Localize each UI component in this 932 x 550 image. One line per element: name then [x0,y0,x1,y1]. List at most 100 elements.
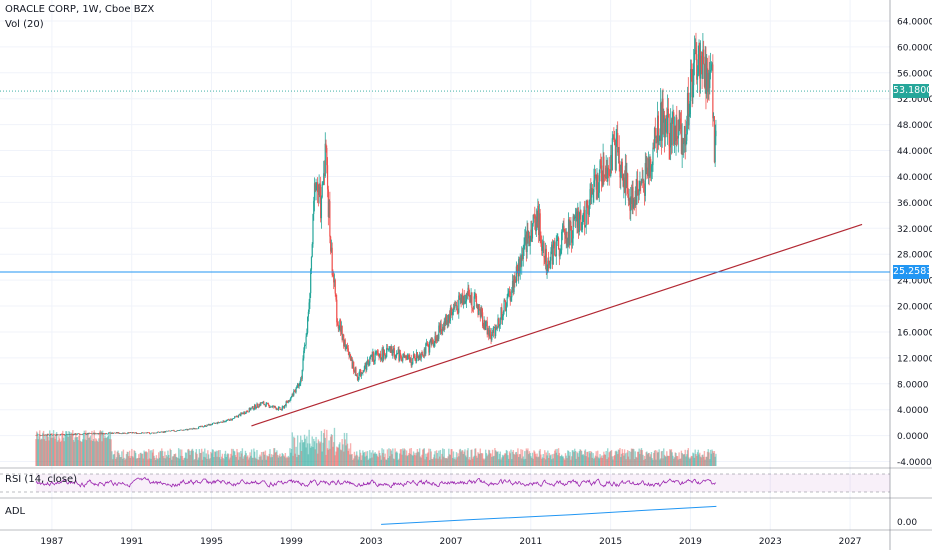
candle-body [527,230,529,239]
volume-bar [182,459,184,466]
candle-body [646,167,648,172]
candle-body [434,336,436,343]
candle-body [315,185,317,192]
volume-bar [536,453,538,466]
volume-bar [211,449,214,466]
candle-body [528,235,530,239]
volume-bar [551,454,554,466]
volume-bar [674,452,676,466]
candle-body [326,165,329,190]
volume-bar [616,451,618,466]
volume-bar [336,447,339,466]
candle-body [67,434,69,435]
volume-bar [116,451,118,466]
volume-bar [416,449,419,466]
volume-bar [612,459,614,466]
candle-body [132,432,134,434]
candle-body [164,431,166,433]
volume-bar [699,452,701,466]
volume-bar [243,454,246,466]
candle-body [85,433,87,435]
candle-body [168,430,170,432]
price-candles [35,32,717,437]
candle-body [435,336,437,339]
volume-indicator-label[interactable]: Vol (20) [5,19,44,30]
volume-bar [415,455,417,466]
candle-body [398,349,400,361]
volume-bar [351,453,353,466]
horizontal-line-price-tag[interactable]: 25.2583 [893,264,932,279]
trendline [251,223,863,427]
volume-bar [112,454,115,466]
candle-body [139,433,141,434]
candle-body [300,378,303,380]
candle-body [545,248,547,271]
adl-label[interactable]: ADL [5,506,26,517]
candle-body [326,147,328,166]
candle-body [142,432,144,433]
volume-bar [68,431,70,466]
volume-bar [488,450,491,466]
volume-bar [603,451,605,466]
candle-body [323,173,325,184]
candle-body [250,407,253,409]
candle-body [204,425,206,427]
volume-bar [100,431,102,466]
candle-body [90,433,92,434]
candle-body [496,326,498,329]
candle-body [455,305,457,306]
candle-body [709,70,712,72]
volume-bar [185,452,188,466]
volume-bar [164,451,166,466]
candle-body [229,418,231,421]
volume-bar [556,448,558,466]
volume-bar [575,458,577,466]
volume-bar [606,459,608,466]
x-tick-label: 1991 [120,537,143,547]
volume-bar [696,455,698,466]
volume-bar [65,431,67,466]
candle-body [178,430,180,432]
volume-bar [150,458,152,466]
candle-body [369,357,371,365]
candle-body [86,432,88,435]
volume-bar [660,451,663,466]
volume-bar [372,450,374,466]
candle-body [212,422,214,424]
candle-body [530,229,532,242]
volume-bar [77,440,79,466]
volume-bar [640,448,643,466]
candle-body [95,432,97,434]
rsi-label[interactable]: RSI (14, close) [5,474,78,485]
candle-body [292,393,294,396]
volume-bar [466,450,468,466]
volume-bar [592,453,594,466]
volume-bar [445,457,448,466]
candle-body [644,162,646,196]
volume-bar [268,453,270,466]
candle-body [643,192,646,196]
volume-bar [458,456,460,466]
y-tick-label: 44.0000 [897,147,932,157]
candle-body [482,312,484,327]
candle-body [175,431,177,432]
volume-bar [504,453,506,466]
candle-body [379,353,381,357]
grid [0,0,890,530]
volume-bar [96,440,99,466]
candle-body [226,420,228,421]
candle-body [601,181,603,186]
volume-bar [603,454,606,466]
candle-body [520,257,522,267]
volume-bar [206,458,208,466]
candle-body [541,241,543,251]
candle-body [214,422,216,424]
volume-bar [628,451,630,466]
candle-body [366,362,368,370]
volume-bar [314,449,316,466]
candle-body [400,355,402,360]
volume-bar [429,448,432,466]
candle-body [689,101,691,115]
volume-bar [633,459,636,466]
